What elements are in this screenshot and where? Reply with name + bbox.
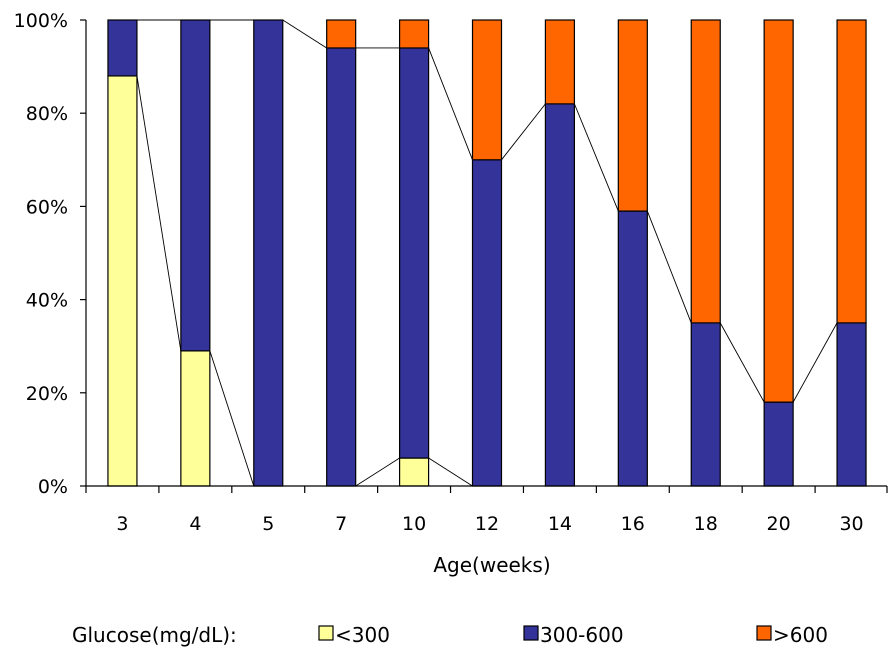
y-tick-label: 40% <box>26 290 68 312</box>
bar-segment-10-s2 <box>398 19 430 49</box>
legend-swatch-s2 <box>756 625 772 641</box>
y-tick-label: 60% <box>26 196 68 218</box>
x-axis-title: Age(weeks) <box>433 553 550 577</box>
x-tick-label: 10 <box>402 513 426 535</box>
bar-segment-5-s1 <box>253 19 284 487</box>
bar-segment-3-s0 <box>107 75 138 487</box>
bar-segment-20-s1 <box>763 401 794 487</box>
series-line-s0-0 <box>136 75 182 351</box>
legend: Glucose(mg/dL): <300 300-600 >600 <box>72 623 828 647</box>
bar-segment-14-s1 <box>544 103 576 487</box>
bar-segment-14-s2 <box>544 19 576 105</box>
bar-segment-20-s2 <box>763 19 794 403</box>
bar-segment-30-s1 <box>836 322 867 487</box>
x-tick-label: 5 <box>262 513 274 535</box>
y-tick-label: 0% <box>38 476 68 498</box>
legend-label-s1: 300-600 <box>540 623 624 647</box>
bar-segment-10-s0 <box>398 457 430 487</box>
series-line-s1-5 <box>501 103 546 161</box>
bar-segment-16-s2 <box>617 19 648 212</box>
y-tick-label: 80% <box>26 103 68 125</box>
series-line-s1-4 <box>428 47 473 160</box>
x-tick-label: 14 <box>548 513 572 535</box>
x-tick-label: 18 <box>694 513 718 535</box>
legend-title: Glucose(mg/dL): <box>72 623 237 647</box>
bar-segment-18-s1 <box>690 322 721 487</box>
y-tick-label: 100% <box>14 10 68 32</box>
legend-label-s0: <300 <box>335 623 390 647</box>
bar-segment-12-s2 <box>471 19 503 161</box>
legend-label-s2: >600 <box>773 623 828 647</box>
bar-segment-10-s1 <box>398 47 430 459</box>
bar-segment-4-s1 <box>180 19 211 352</box>
x-tick-label: 20 <box>767 513 791 535</box>
series-line-s0-4 <box>428 457 473 487</box>
bar-segment-18-s2 <box>690 19 721 324</box>
bars-layer <box>107 19 867 487</box>
bar-segment-3-s1 <box>107 19 138 77</box>
legend-swatch-s1 <box>523 625 539 641</box>
x-tick-label: 3 <box>116 513 128 535</box>
series-line-s1-9 <box>792 322 838 403</box>
bar-segment-4-s0 <box>180 350 211 487</box>
series-line-s1-7 <box>646 210 692 324</box>
bar-segment-7-s2 <box>326 19 357 49</box>
series-line-s0-3 <box>355 457 400 487</box>
bar-segment-7-s1 <box>326 47 357 487</box>
series-line-s1-6 <box>573 103 619 212</box>
series-line-s1-8 <box>719 322 765 403</box>
x-tick-label: 7 <box>335 513 347 535</box>
bar-segment-12-s1 <box>471 159 503 487</box>
bar-segment-30-s2 <box>836 19 867 324</box>
x-tick-label: 12 <box>475 513 499 535</box>
x-tick-label: 4 <box>189 513 201 535</box>
series-line-s1-2 <box>282 19 327 49</box>
bar-segment-16-s1 <box>617 210 648 487</box>
axes-layer <box>80 19 888 493</box>
series-line-s0-1 <box>209 350 255 487</box>
x-tick-label: 30 <box>839 513 863 535</box>
y-tick-labels: 0% 20% 40% 60% 80% 100% <box>14 10 68 498</box>
x-tick-labels: 3 4 5 7 10 12 14 16 18 20 30 <box>116 513 863 535</box>
legend-swatch-s0 <box>318 625 334 641</box>
y-tick-label: 20% <box>26 383 68 405</box>
x-tick-label: 16 <box>621 513 645 535</box>
